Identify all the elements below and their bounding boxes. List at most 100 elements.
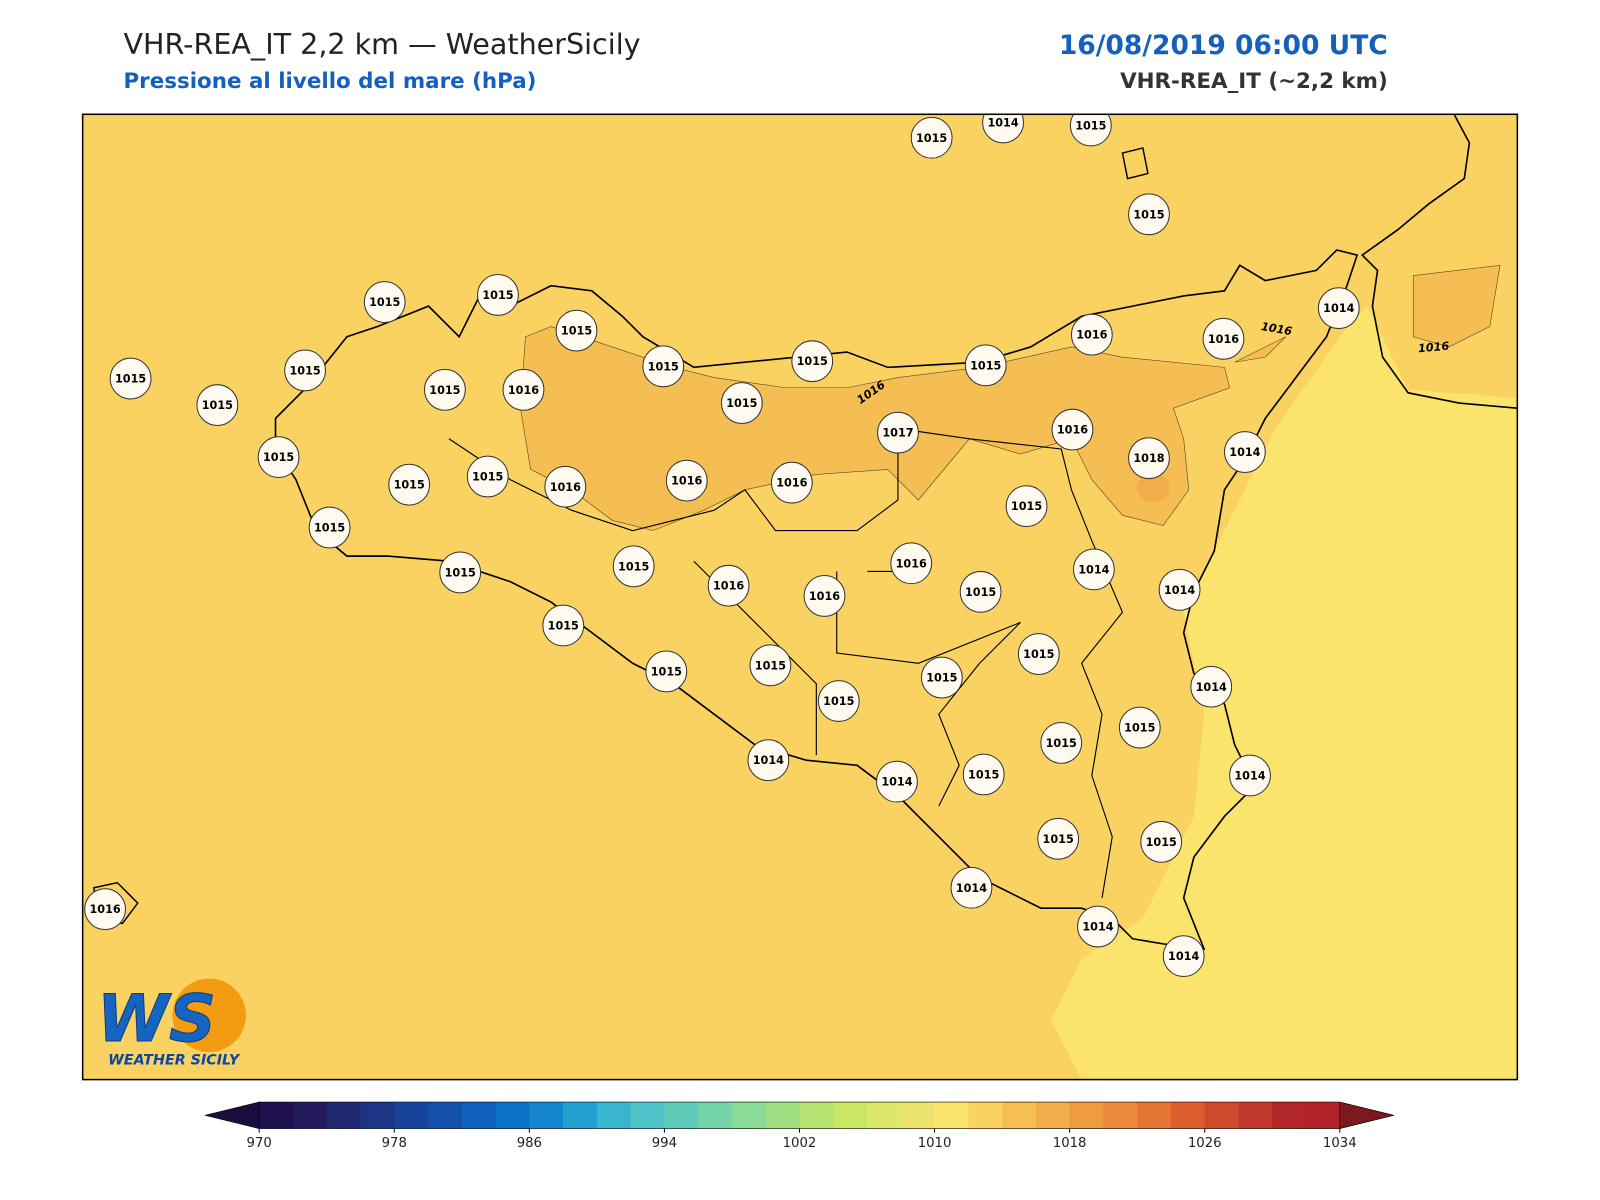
station-marker	[747, 739, 790, 782]
station-value: 1015	[1046, 737, 1077, 750]
colorbar-tick-label: 1010	[918, 1136, 952, 1151]
station-value: 1015	[1023, 648, 1054, 661]
colorbar-tick-label: 1034	[1323, 1136, 1357, 1151]
colorbar-bin	[1204, 1102, 1239, 1129]
station-marker	[477, 273, 519, 316]
station-value: 1014	[881, 776, 912, 789]
station-marker	[707, 564, 750, 607]
station-marker	[1128, 437, 1170, 480]
station-value: 1018	[1133, 452, 1164, 465]
station-value: 1015	[968, 769, 999, 782]
station-value: 1017	[882, 427, 913, 440]
station-value: 1015	[561, 325, 592, 338]
station-value: 1014	[1078, 563, 1109, 576]
station-marker	[1051, 408, 1094, 451]
station-marker	[544, 465, 587, 508]
colorbar-bin	[563, 1102, 598, 1129]
station-marker	[1077, 905, 1119, 948]
field-high	[520, 264, 1501, 531]
station-value: 1015	[618, 560, 649, 573]
station-marker	[1317, 287, 1360, 330]
model: VHR-REA_IT (~2,2 km)	[1120, 69, 1388, 94]
colorbar-bin	[867, 1102, 902, 1129]
station-value: 1015	[970, 359, 1001, 372]
station-value: 1015	[916, 132, 947, 145]
station-value: 1016	[671, 475, 702, 488]
station-marker	[542, 604, 585, 647]
station-value: 1015	[482, 289, 513, 302]
station-marker	[1140, 820, 1183, 863]
colorbar-bin	[968, 1102, 1003, 1129]
contour-label: 1016	[1260, 320, 1293, 338]
colorbar-bin	[934, 1102, 969, 1129]
colorbar-bin	[664, 1102, 699, 1129]
colorbar-bin	[394, 1102, 429, 1129]
station-marker	[642, 345, 685, 388]
colorbar-bin	[1103, 1102, 1138, 1129]
station-value: 1015	[429, 384, 460, 397]
station-marker	[749, 644, 792, 687]
logo: WS WEATHER SICILY	[96, 978, 246, 1068]
colorbar-bin	[326, 1102, 362, 1129]
station-value: 1015	[548, 620, 579, 633]
station-marker	[257, 436, 300, 479]
colorbar-tick-label: 986	[517, 1136, 542, 1151]
station-marker	[423, 368, 466, 411]
colorbar-tick-label: 978	[382, 1136, 407, 1151]
station-marker	[1202, 317, 1245, 360]
station-value: 1015	[726, 397, 757, 410]
map: 1015 1014 1015 1015 1015 1015 1015 1015 1015 1015…	[82, 114, 1518, 1080]
station-marker	[84, 888, 127, 931]
station-value: 1015	[651, 665, 682, 678]
station-marker	[1072, 548, 1115, 591]
station-marker	[363, 281, 406, 323]
colorbar-bin	[698, 1102, 733, 1129]
colorbar-tick-label: 970	[247, 1136, 272, 1151]
coastline-calabria	[1360, 114, 1518, 409]
colorbar-bin	[1069, 1102, 1104, 1129]
colorbar-bin	[1306, 1102, 1341, 1129]
station-value: 1016	[550, 481, 581, 494]
colorbar-bin	[799, 1102, 834, 1129]
logo-sun	[172, 978, 246, 1053]
station-marker	[720, 382, 763, 424]
station-value: 1014	[956, 882, 987, 895]
colorbar-bin	[900, 1102, 936, 1129]
station-marker	[1017, 633, 1060, 675]
station-value: 1015	[1124, 722, 1155, 735]
station-value: 1015	[755, 659, 786, 672]
station-marker	[950, 866, 993, 909]
station-value: 1015	[314, 522, 345, 535]
station-value: 1016	[1076, 329, 1107, 342]
station-value: 1014	[1168, 950, 1199, 963]
subtitle: Pressione al livello del mare (hPa)	[123, 69, 536, 94]
map-frame	[81, 113, 1519, 1081]
logo-name: WEATHER SICILY	[108, 1052, 241, 1068]
station-value: 1015	[926, 672, 957, 685]
station-marker	[1070, 313, 1113, 356]
colorbar-bin	[596, 1102, 632, 1129]
station-value: 1016	[89, 903, 120, 916]
station-marker	[982, 114, 1024, 144]
colorbar-bin	[1170, 1102, 1206, 1129]
station-value: 1015	[1133, 208, 1164, 221]
station-value: 1015	[115, 373, 146, 386]
colorbar-bin	[1272, 1102, 1307, 1129]
station-value: 1016	[713, 580, 744, 593]
colorbar-over	[1339, 1101, 1394, 1129]
colorbar-bin	[1137, 1102, 1172, 1129]
station-value: 1016	[1057, 424, 1088, 437]
station-marker	[196, 384, 239, 427]
station-value: 1015	[823, 695, 854, 708]
station-marker	[876, 760, 918, 803]
station-marker	[284, 349, 327, 392]
station-marker	[555, 309, 598, 352]
station-value: 1016	[776, 477, 807, 490]
colorbar-bin	[833, 1102, 868, 1129]
colorbar-bin	[1002, 1102, 1037, 1129]
colorbar-bin	[765, 1102, 800, 1129]
colorbar-bin	[428, 1102, 463, 1129]
station-marker	[964, 344, 1007, 387]
station-marker	[803, 575, 846, 617]
station-value: 1014	[1082, 921, 1113, 934]
